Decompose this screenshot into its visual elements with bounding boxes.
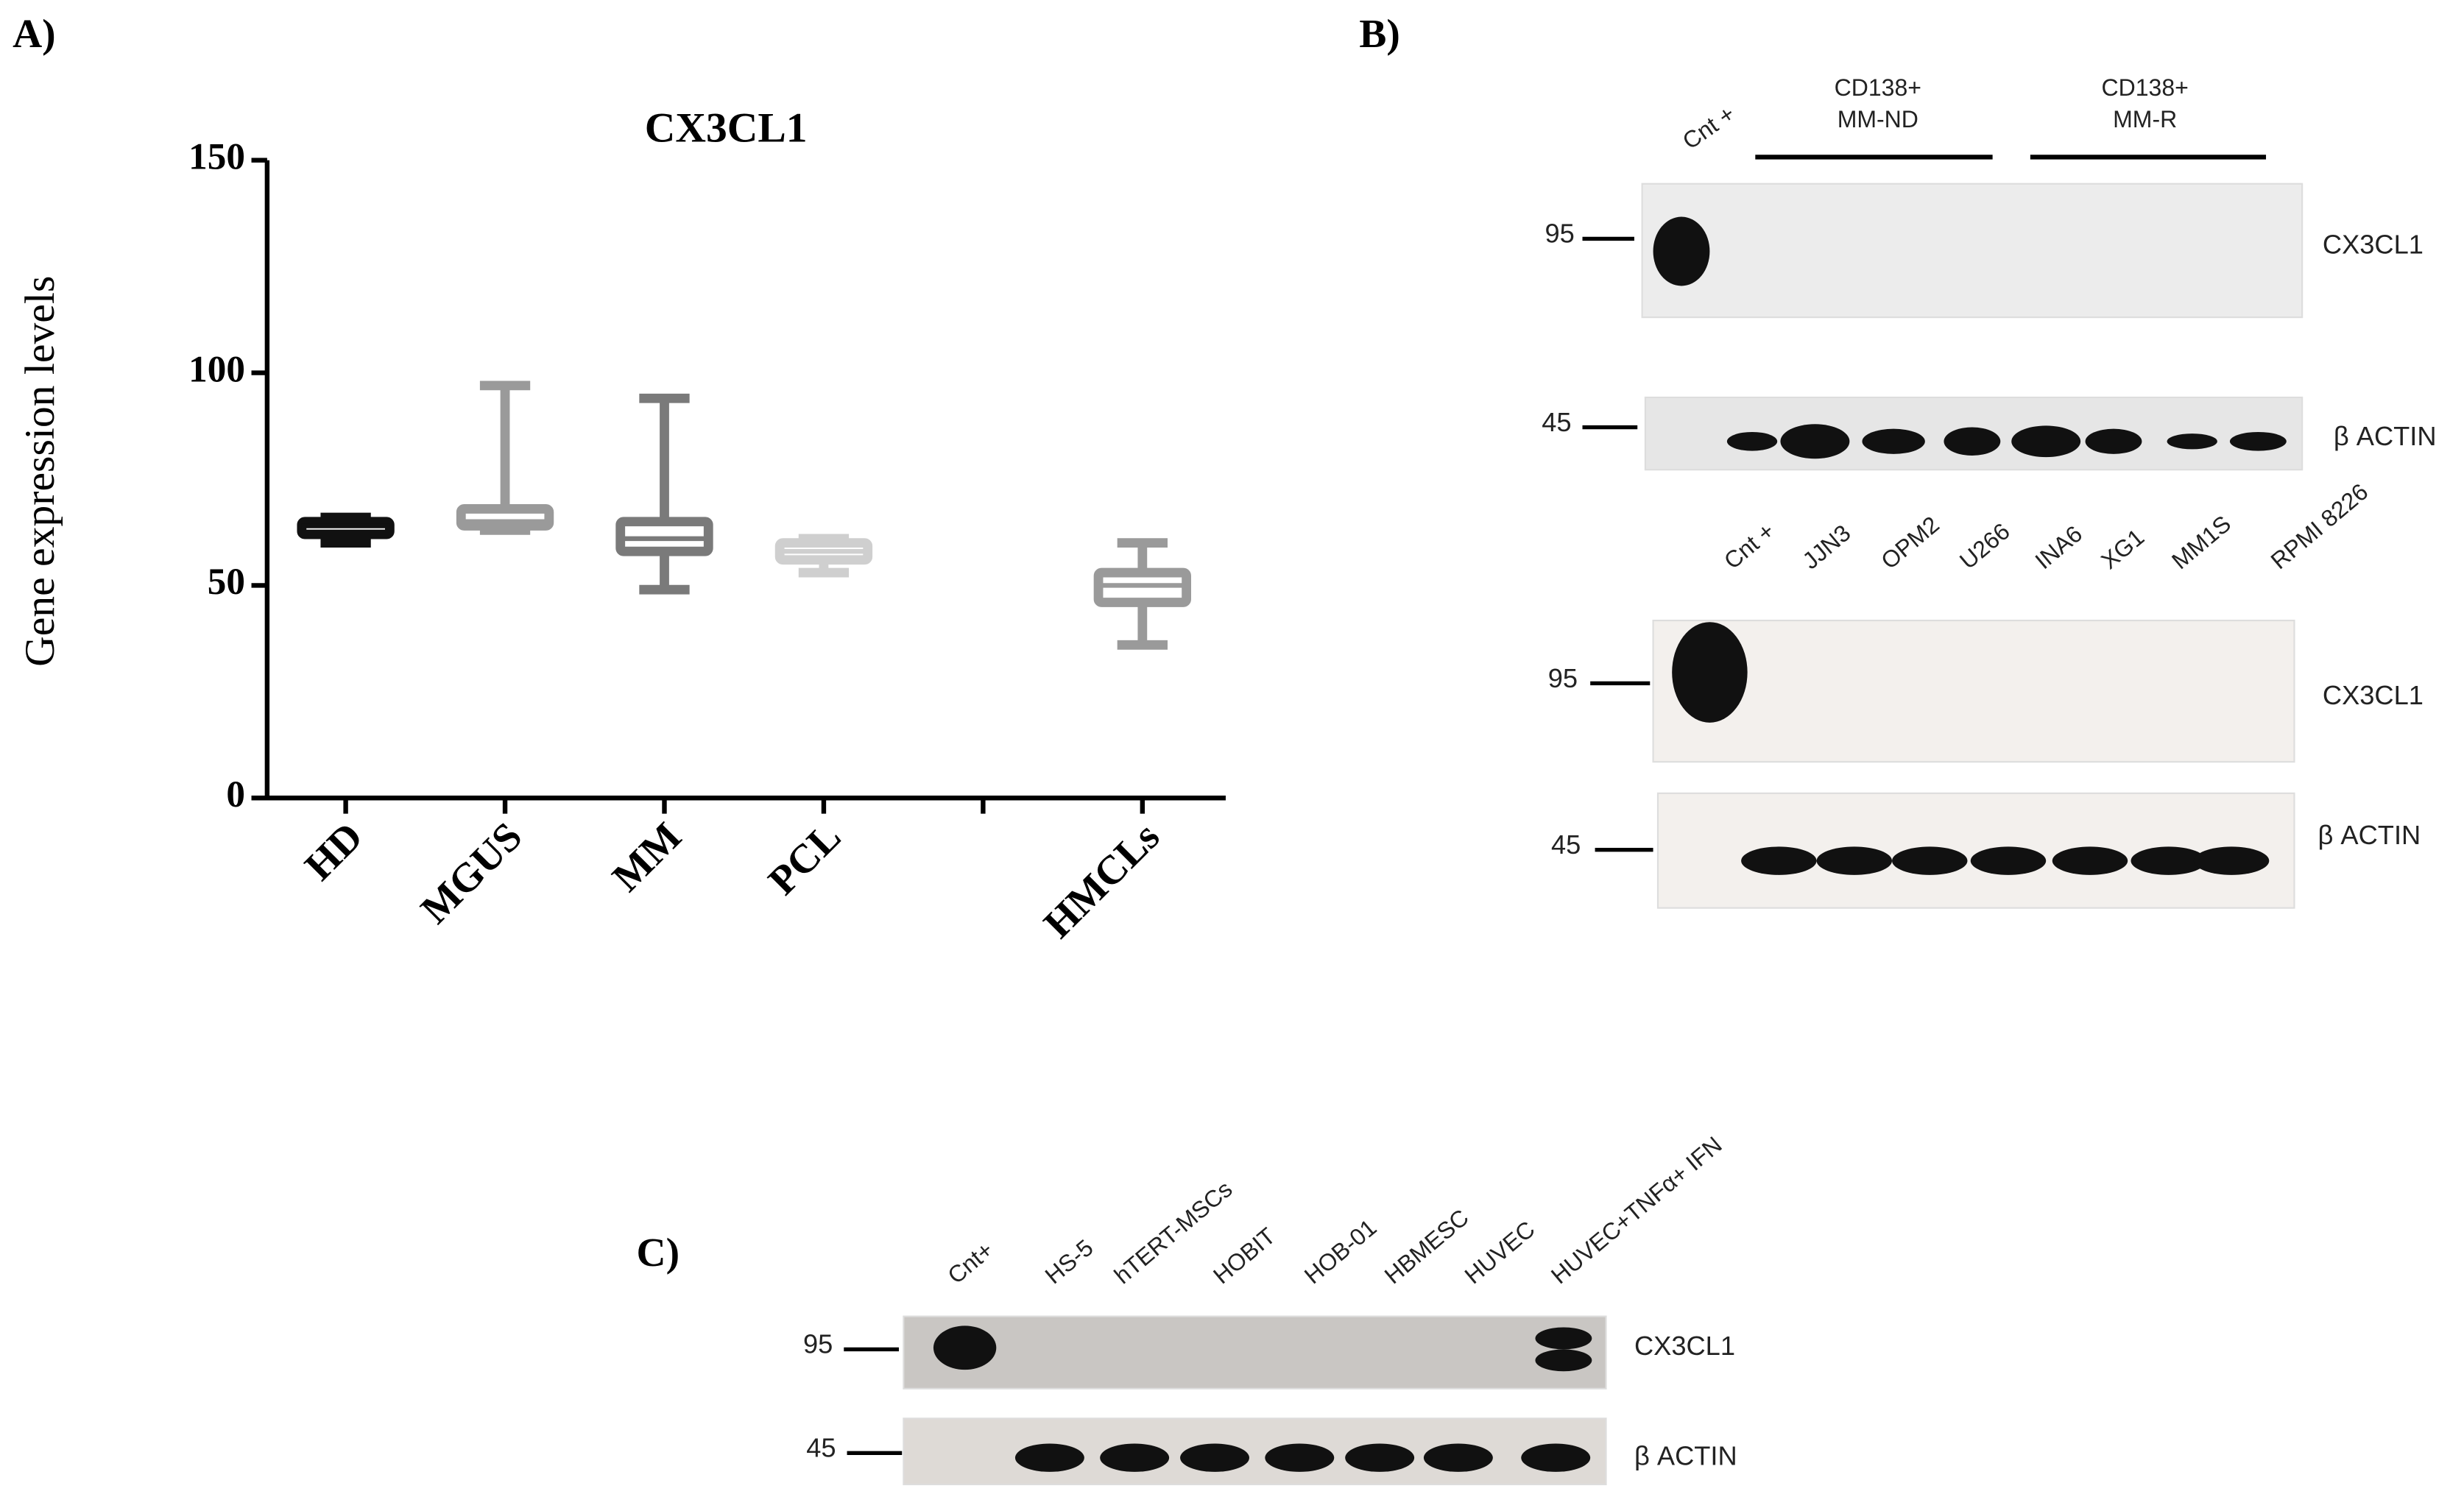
lane-label: RPMI 8226 [2266,478,2373,574]
blot-band [1345,1443,1415,1472]
lane-label: HOBIT [1208,1222,1280,1289]
blot-membrane [903,1315,1607,1390]
y-tick-label: 150 [188,135,245,177]
blot-band [1100,1443,1170,1472]
blot-membrane [903,1417,1607,1486]
blot-band [1780,424,1850,459]
lane-label: HOB-01 [1299,1214,1382,1289]
lane-label: Cnt+ [942,1236,998,1289]
blot-membrane [1652,620,2295,763]
lane-label: MM1S [2167,510,2236,574]
x-tick-label: HMCLs [1036,814,1168,946]
panel-label: C) [636,1231,679,1275]
blot-band [1892,846,1968,875]
blot-band [2167,433,2217,450]
protein-label: CX3CL1 [2323,230,2424,260]
blot-band [1521,1443,1591,1472]
marker-label: 95 [803,1329,833,1359]
y-tick-label: 50 [208,561,245,603]
blot-band [1970,846,2047,875]
lane-label: HUVEC+TNFα+ IFN [1546,1131,1727,1289]
y-tick-label: 0 [226,774,245,815]
panel-label: B) [1359,12,1399,57]
protein-label: β ACTIN [2317,820,2421,850]
x-tick-label: HD [297,814,372,889]
protein-label: β ACTIN [1634,1440,1737,1470]
protein-label: CX3CL1 [2323,680,2424,710]
lane-label: INA6 [2030,520,2087,574]
x-tick-label: MM [604,814,691,900]
panel-label: A) [13,12,56,57]
group-label: CD138+ [1835,74,1921,101]
blot-band [1014,1443,1084,1472]
blot-membrane [1641,183,2304,319]
blot-band [1180,1443,1249,1472]
blot-band [1741,846,1817,875]
x-tick-label: MGUS [412,814,531,932]
blot-band [2052,846,2128,875]
lane-label: Cnt + [1678,100,1740,155]
blot-band [1862,428,1925,454]
lane-label: HS-5 [1040,1234,1098,1289]
y-tick-label: 100 [188,348,245,390]
marker-label: 95 [1548,663,1578,693]
blot-band [2131,846,2206,875]
blot-band [1653,216,1710,286]
x-tick-label: PCL [760,814,850,904]
group-label: MM-R [2113,106,2177,132]
marker-label: 95 [1545,219,1574,249]
lane-label: HUVEC [1460,1216,1540,1289]
blot-band [1535,1327,1592,1350]
blot-band [933,1325,997,1370]
group-label: CD138+ [2102,74,2189,101]
protein-label: β ACTIN [2334,421,2437,451]
blot-band [2085,428,2142,454]
blot-band [1423,1443,1493,1472]
y-axis-label: Gene expression levels [17,276,63,667]
blot-band [2229,431,2287,451]
blot-band [2193,846,2270,875]
group-label: MM-ND [1838,106,1918,132]
lane-label: Cnt + [1719,517,1779,574]
blot-band [1816,846,1893,875]
lane-label: OPM2 [1876,511,1944,574]
lane-label: JJN3 [1798,520,1856,574]
blot-band [1265,1443,1335,1472]
lane-label: XG1 [2096,523,2149,574]
blot-band [1672,622,1748,723]
blot-band [2011,425,2081,458]
blot-band [1944,427,2001,456]
marker-label: 45 [806,1433,836,1463]
marker-label: 45 [1542,407,1571,437]
chart-title: CX3CL1 [645,105,808,152]
lane-label: U266 [1955,517,2015,574]
marker-label: 45 [1551,829,1581,860]
blot-band [1726,431,1778,451]
protein-label: CX3CL1 [1634,1331,1735,1361]
blot-band [1535,1349,1592,1372]
lane-label: HBMESC [1380,1204,1474,1289]
